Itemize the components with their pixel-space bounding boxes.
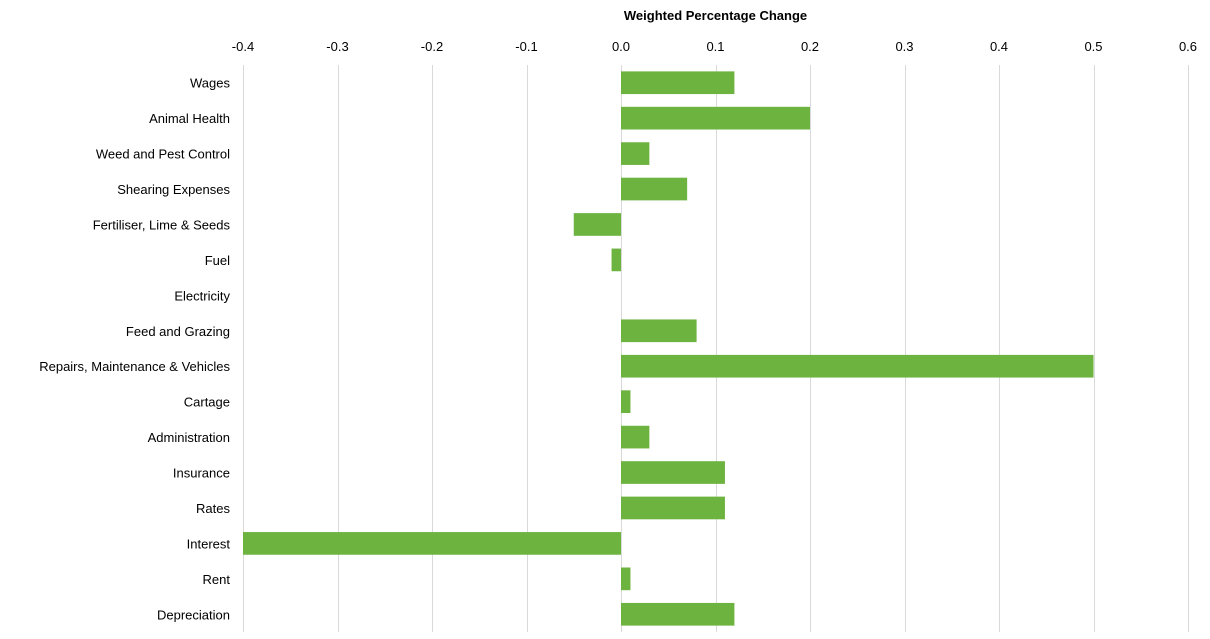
x-tick-label: 0.2 <box>801 39 819 54</box>
bar <box>621 602 735 626</box>
category-label: Fertiliser, Lime & Seeds <box>93 217 231 232</box>
bar <box>621 461 725 484</box>
bar <box>621 106 810 130</box>
category-label: Administration <box>148 430 230 445</box>
gridlines <box>243 65 1189 632</box>
x-tick-label: 0.5 <box>1084 39 1102 54</box>
category-label: Cartage <box>184 395 230 410</box>
bar <box>611 248 621 272</box>
category-labels: Wages Animal Health Weed and Pest Control S… <box>39 76 230 623</box>
category-label: Depreciation <box>157 607 230 622</box>
bar <box>621 390 631 413</box>
x-tick-label: 0.0 <box>612 39 630 54</box>
category-label: Fuel <box>205 253 230 268</box>
category-label: Insurance <box>173 466 230 481</box>
bar <box>621 496 725 520</box>
x-tick-label: -0.4 <box>232 39 254 54</box>
x-tick-label: 0.6 <box>1179 39 1197 54</box>
x-tick-label: -0.1 <box>515 39 537 54</box>
category-label: Rates <box>196 501 230 516</box>
category-label: Animal Health <box>149 111 230 126</box>
category-label: Interest <box>187 536 231 551</box>
bar <box>621 319 697 343</box>
x-tick-label: 0.3 <box>895 39 913 54</box>
category-label: Feed and Grazing <box>126 324 230 339</box>
bar <box>573 213 621 236</box>
category-label: Electricity <box>174 288 230 303</box>
bar <box>621 177 688 201</box>
bar <box>621 71 735 95</box>
x-axis-ticks: -0.4 -0.3 -0.2 -0.1 0.0 0.1 0.2 0.3 0.4 0.5 0.6 <box>232 39 1197 54</box>
chart-title: Weighted Percentage Change <box>624 8 807 23</box>
bar <box>621 567 631 591</box>
bars <box>243 71 1094 626</box>
category-label: Repairs, Maintenance & Vehicles <box>39 359 230 374</box>
x-tick-label: 0.4 <box>990 39 1008 54</box>
bar <box>621 354 1094 378</box>
bar <box>621 142 650 165</box>
x-tick-label: -0.3 <box>326 39 348 54</box>
x-tick-label: 0.1 <box>706 39 724 54</box>
category-label: Wages <box>190 76 230 91</box>
category-label: Weed and Pest Control <box>96 147 230 162</box>
category-label: Shearing Expenses <box>117 182 230 197</box>
bar <box>243 532 621 555</box>
category-label: Rent <box>203 572 231 587</box>
x-tick-label: -0.2 <box>421 39 443 54</box>
bar <box>621 425 650 449</box>
